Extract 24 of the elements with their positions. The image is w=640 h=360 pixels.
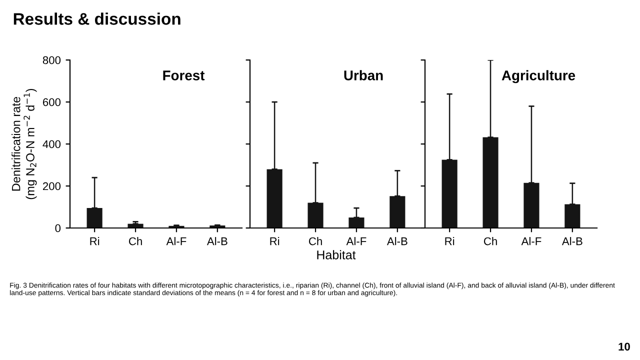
x-tick-label: Al-B [206, 237, 228, 246]
x-tick-label: Al-F [346, 237, 366, 246]
x-tick-label: Al-B [386, 237, 408, 246]
x-tick-label: Ch [128, 237, 142, 246]
x-tick-label: Al-F [521, 237, 542, 246]
text: 10 [618, 342, 630, 351]
x-tick-label: Ri [90, 237, 100, 246]
y-tick-label: 400 [42, 140, 61, 148]
y-tick-label: 800 [42, 56, 61, 64]
x-axis-title: Habitat [317, 250, 356, 260]
y-tick-label: 0 [55, 224, 61, 232]
text: Agriculture [502, 70, 576, 84]
x-tick-label: Al-B [562, 237, 582, 246]
text: Forest [163, 70, 205, 80]
y-tick-label: 200 [42, 182, 61, 190]
x-tick-label: Ch [484, 237, 497, 246]
y-tick-label: 600 [43, 98, 61, 106]
text: Urban [344, 70, 383, 80]
x-tick-label: Ch [308, 237, 322, 246]
x-tick-label: Ri [445, 237, 454, 246]
text: Results & discussion [14, 12, 180, 25]
x-tick-label: Ri [270, 237, 280, 246]
x-tick-label: Al-F [166, 237, 186, 246]
y-axis-title: Denitrification rate (mg N$_{2}$O-N m$^{−2}$ d$^{−1}$) [12, 88, 37, 200]
